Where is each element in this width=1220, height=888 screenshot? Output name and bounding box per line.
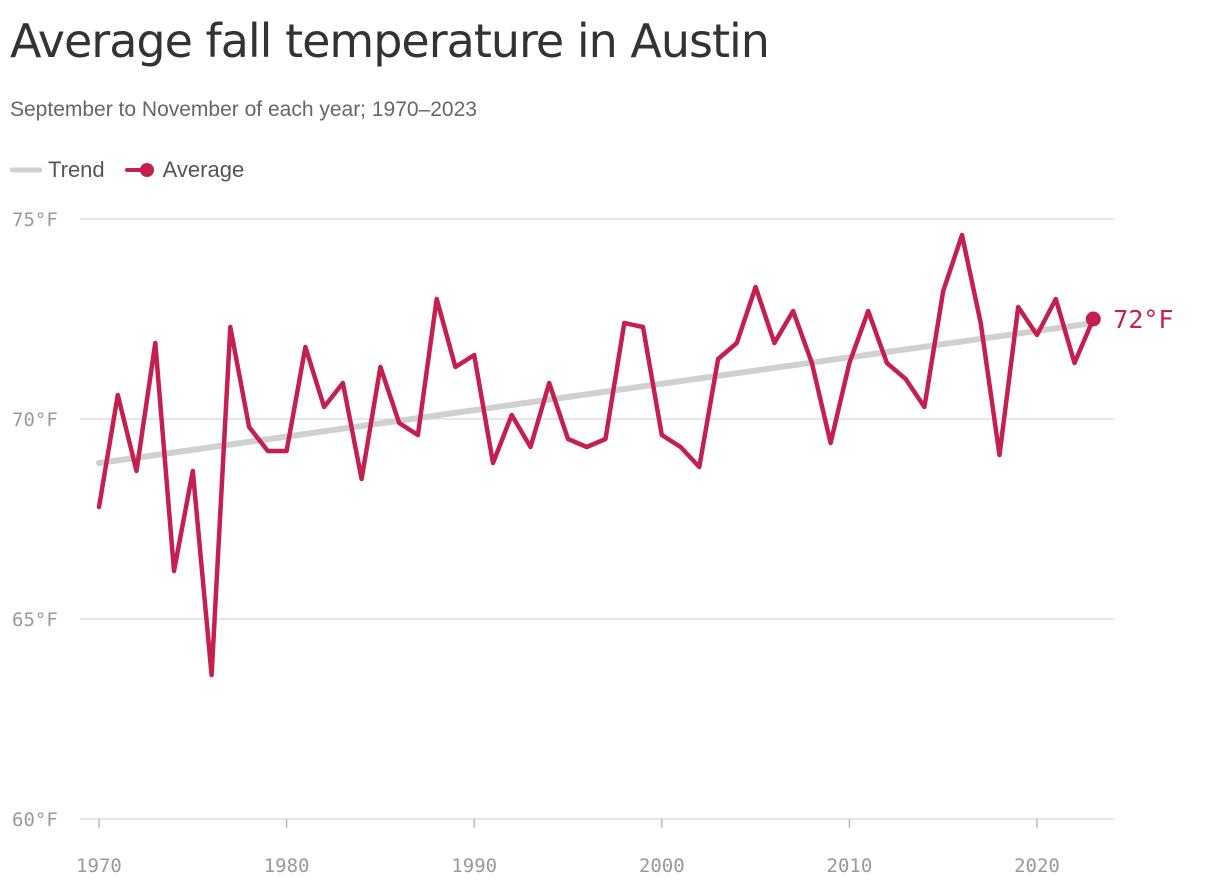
x-tick-label: 1970 [76, 855, 122, 877]
x-tick-label: 2020 [1014, 855, 1060, 877]
trend-line [96, 320, 1097, 466]
legend-swatch-trend [10, 167, 42, 173]
x-tick-label: 1990 [451, 855, 497, 877]
legend-label-average: Average [162, 157, 245, 182]
y-tick-label: 70°F [12, 409, 58, 431]
y-tick-label: 75°F [12, 209, 58, 231]
chart-legend: Trend Average [10, 156, 264, 184]
average-end-point [1085, 311, 1101, 327]
x-tick-label: 2010 [827, 855, 873, 877]
y-tick-label: 60°F [12, 809, 58, 831]
grid-layer [80, 218, 1114, 820]
legend-item-average: Average [124, 157, 245, 183]
end-value-label: 72°F [1113, 305, 1173, 334]
x-tick-label: 1980 [264, 855, 310, 877]
label-layer: 72°F [1085, 305, 1173, 334]
legend-label-trend: Trend [48, 157, 105, 182]
y-tick-label: 65°F [12, 609, 58, 631]
axis-layer: 60°F 65°F 70°F 75°F 1970 1980 1990 2000 2010 2020 [12, 209, 1060, 877]
trend-layer [96, 320, 1097, 466]
legend-swatch-average [124, 163, 154, 177]
chart-subtitle: September to November of each year; 1970… [10, 98, 477, 121]
x-tick-label: 2000 [639, 855, 685, 877]
chart-title: Average fall temperature in Austin [10, 14, 770, 68]
average-series-line [96, 232, 1096, 678]
series-layer [96, 232, 1096, 678]
legend-item-trend: Trend [10, 157, 105, 183]
